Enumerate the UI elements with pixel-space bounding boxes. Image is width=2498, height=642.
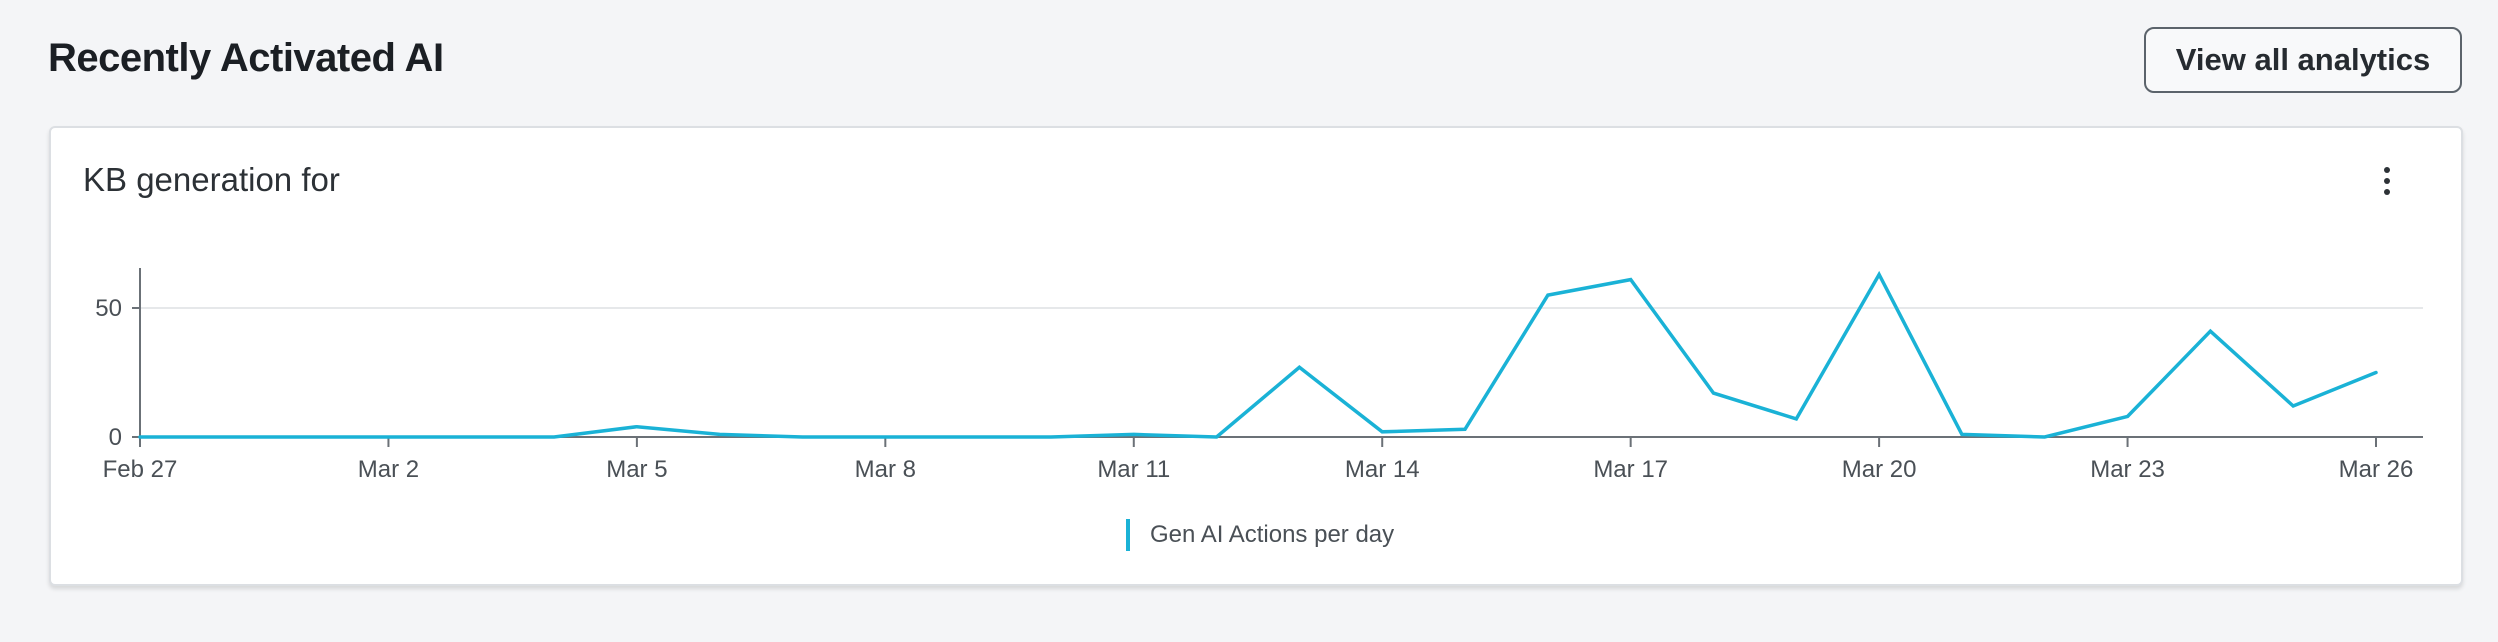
chart-card: KB generation for 0 50 Feb 27 Mar 2 Mar 5 Mar…: [49, 126, 2463, 586]
x-tick-label: Mar 20: [1842, 456, 1917, 483]
chart-legend[interactable]: Gen AI Actions per day: [1126, 518, 1394, 552]
view-all-analytics-button[interactable]: View all analytics: [2144, 27, 2462, 93]
line-chart: 0 50 Feb 27 Mar 2 Mar 5 Mar 8 Mar 11 Mar 14 Mar …: [95, 268, 2423, 483]
series-line: [138, 270, 2378, 439]
x-tick-label: Mar 23: [2090, 456, 2165, 483]
x-tick-label: Mar 2: [358, 456, 419, 483]
x-tick-label: Mar 11: [1097, 456, 1170, 483]
y-tick-label: 0: [109, 424, 122, 451]
more-vertical-icon[interactable]: [2365, 156, 2409, 206]
x-tick-label: Feb 27: [103, 456, 178, 483]
x-tick-label: Mar 5: [606, 456, 667, 483]
section-title: Recently Activated AI: [48, 36, 444, 80]
menu-dot: [2384, 167, 2390, 173]
card-title: KB generation for: [83, 161, 340, 198]
x-tick-label: Mar 26: [2339, 456, 2414, 483]
legend-label: Gen AI Actions per day: [1150, 521, 1395, 548]
legend-swatch: [1126, 519, 1130, 551]
x-tick-label: Mar 14: [1345, 456, 1420, 483]
x-tick-label: Mar 8: [855, 456, 916, 483]
menu-dot: [2384, 189, 2390, 195]
y-tick-label: 50: [95, 295, 122, 322]
menu-dot: [2384, 178, 2390, 184]
x-tick-label: Mar 17: [1593, 456, 1668, 483]
